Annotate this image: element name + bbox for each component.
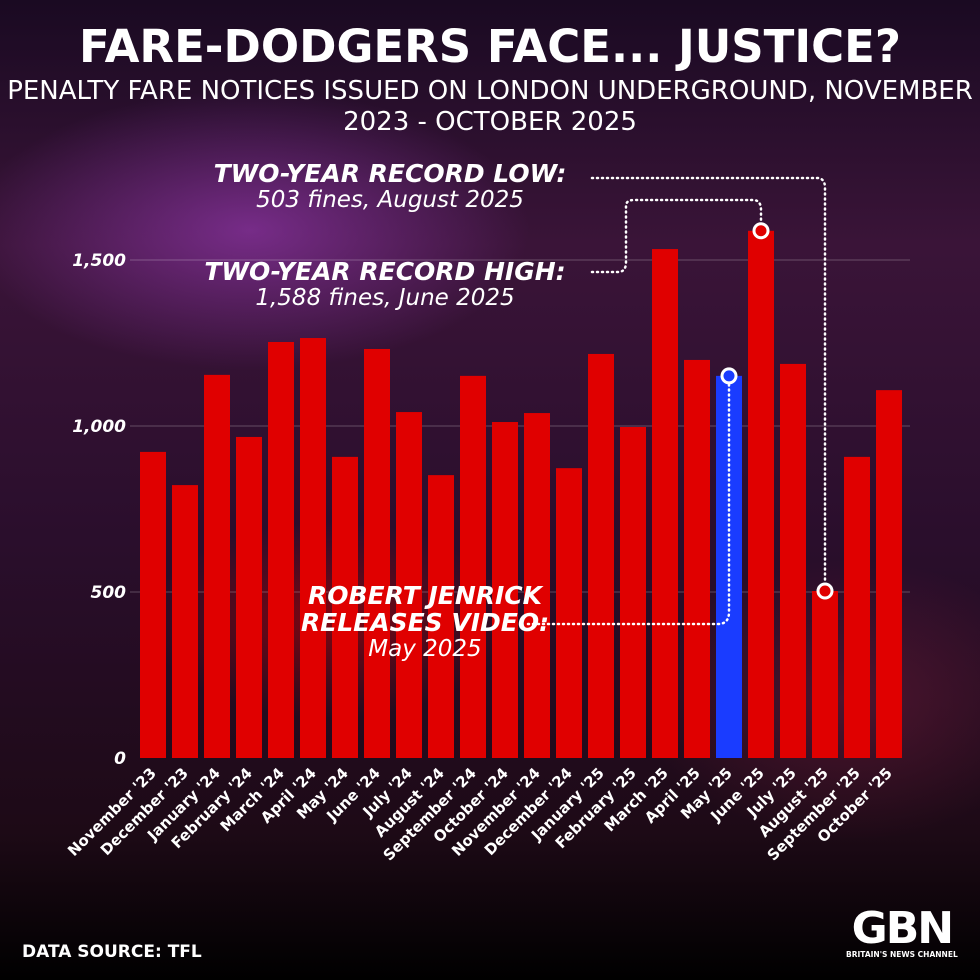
bar <box>652 249 678 758</box>
bar <box>236 436 262 758</box>
data-source: DATA SOURCE: TFL <box>22 942 202 962</box>
bar <box>364 348 390 758</box>
bar <box>876 390 902 758</box>
bar <box>428 475 454 758</box>
bar <box>556 468 582 758</box>
bar <box>492 422 518 758</box>
bar <box>140 451 166 758</box>
annotation-low-text: 503 fines, August 2025 <box>256 187 524 213</box>
bar <box>396 412 422 758</box>
annotation-jenrick-title-2: RELEASES VIDEO: <box>300 608 550 637</box>
annotation-low-title: TWO-YEAR RECORD LOW: <box>213 159 567 188</box>
y-tick-label: 0 <box>114 749 126 769</box>
annotation-record-low: TWO-YEAR RECORD LOW: 503 fines, August 2… <box>180 160 600 214</box>
leader-line-low <box>590 176 827 585</box>
highlight-marker <box>752 222 770 240</box>
leader-line-high <box>590 198 763 274</box>
y-tick-label: 500 <box>91 583 127 603</box>
bar <box>524 413 550 758</box>
bar <box>204 374 230 758</box>
logo-tagline: BRITAIN'S NEWS CHANNEL <box>846 950 958 959</box>
bar <box>268 342 294 758</box>
bar <box>844 456 870 758</box>
bar <box>588 353 614 758</box>
bar <box>780 363 806 758</box>
annotation-record-high: TWO-YEAR RECORD HIGH: 1,588 fines, June … <box>170 258 600 312</box>
bar <box>684 359 710 758</box>
bar <box>812 591 838 758</box>
annotation-high-title: TWO-YEAR RECORD HIGH: <box>204 257 566 286</box>
chart-subtitle: PENALTY FARE NOTICES ISSUED ON LONDON UN… <box>7 76 973 137</box>
bar <box>748 230 774 758</box>
bar <box>716 375 742 758</box>
annotation-high-text: 1,588 fines, June 2025 <box>255 285 515 311</box>
bar <box>300 338 326 758</box>
annotation-jenrick-text: May 2025 <box>368 636 482 662</box>
y-tick-label: 1,000 <box>72 417 126 437</box>
bar <box>332 456 358 758</box>
annotation-jenrick-title-1: ROBERT JENRICK <box>307 581 543 610</box>
chart-title: FARE-DODGERS FACE... JUSTICE? <box>79 20 901 73</box>
gbn-logo: GBN BRITAIN'S NEWS CHANNEL <box>846 903 958 960</box>
leader-line-jenrick <box>526 382 731 626</box>
highlight-marker <box>816 582 834 600</box>
logo-text: GBN <box>851 903 954 954</box>
bar <box>172 485 198 758</box>
y-tick-label: 1,500 <box>72 251 126 271</box>
annotation-jenrick: ROBERT JENRICK RELEASES VIDEO: May 2025 <box>230 582 620 663</box>
highlight-marker <box>720 367 738 385</box>
bar <box>620 426 646 758</box>
bar <box>460 375 486 758</box>
